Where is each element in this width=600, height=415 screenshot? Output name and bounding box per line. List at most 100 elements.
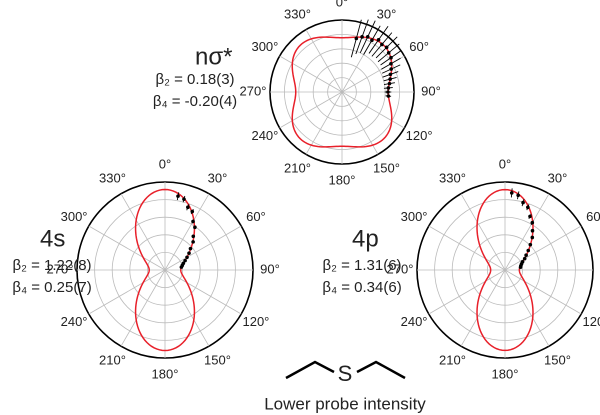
data-point — [388, 77, 392, 81]
data-point — [191, 219, 195, 224]
angle-label: 30° — [548, 171, 568, 186]
data-point — [530, 235, 535, 240]
spoke — [120, 193, 166, 271]
bond — [356, 360, 406, 380]
angle-label: 0° — [499, 156, 511, 171]
angle-label: 240° — [251, 128, 278, 143]
data-point — [522, 256, 527, 261]
data-point — [386, 94, 391, 98]
data-point — [530, 228, 535, 233]
angle-label: 0° — [159, 156, 171, 171]
data-point — [528, 242, 533, 247]
angle-label: 150° — [204, 352, 231, 367]
angle-label: 30° — [208, 171, 228, 186]
spoke — [504, 269, 550, 347]
data-point — [182, 197, 186, 201]
data-point — [384, 45, 389, 50]
data-point — [183, 258, 187, 263]
angle-label: 330° — [284, 6, 311, 21]
angle-label: 30° — [377, 6, 397, 21]
data-point — [386, 51, 391, 55]
bond — [285, 360, 335, 380]
data-point — [389, 67, 393, 71]
spoke — [460, 193, 506, 271]
beta2-label: β₂ = 1.22(8) — [12, 257, 91, 274]
angle-label: 210° — [284, 161, 311, 176]
data-point — [193, 225, 197, 230]
spoke — [164, 269, 242, 315]
data-point — [186, 205, 190, 210]
data-point — [185, 255, 189, 260]
caption: Lower probe intensity — [264, 394, 426, 413]
angle-label: 180° — [492, 366, 519, 381]
spoke — [120, 269, 166, 347]
angle-label: 120° — [242, 314, 269, 329]
angle-label: 300° — [61, 209, 88, 224]
angle-label: 60° — [246, 209, 266, 224]
angle-label: 60° — [409, 39, 429, 54]
angle-label: 300° — [401, 209, 428, 224]
angle-label: 330° — [99, 171, 126, 186]
angle-label: 270° — [387, 261, 414, 276]
spoke — [428, 269, 506, 315]
angle-label: 90° — [421, 83, 441, 98]
angle-label: 210° — [99, 352, 126, 367]
data-point — [370, 38, 374, 42]
angle-label: 270° — [47, 261, 74, 276]
beta4-label: β₄ = -0.20(4) — [153, 93, 237, 110]
data-point — [176, 194, 180, 198]
data-point — [188, 246, 193, 251]
spoke — [164, 193, 210, 271]
spoke — [279, 91, 343, 129]
spoke — [460, 269, 506, 347]
angle-label: 300° — [251, 39, 278, 54]
spoke — [164, 225, 242, 271]
data-point — [386, 90, 390, 94]
data-point — [524, 253, 528, 258]
data-point — [509, 191, 514, 195]
data-point — [380, 42, 384, 47]
data-point — [179, 265, 184, 269]
data-point — [191, 234, 196, 239]
molecule: S — [285, 360, 406, 386]
data-point — [526, 205, 530, 210]
beta4-label: β₄ = 0.25(7) — [12, 279, 91, 296]
data-point — [516, 193, 520, 198]
spoke — [504, 225, 582, 271]
spoke — [504, 269, 582, 315]
data-point — [187, 251, 191, 255]
angle-label: 180° — [329, 172, 356, 187]
angle-label: 60° — [586, 209, 600, 224]
spoke — [164, 269, 210, 347]
angle-label: 270° — [240, 83, 267, 98]
panel-title: nσ* — [195, 43, 233, 70]
angle-label: 180° — [152, 366, 179, 381]
panel-title: 4s — [40, 225, 65, 252]
spoke — [88, 225, 166, 271]
angle-label: 0° — [336, 0, 348, 9]
data-point — [388, 72, 393, 77]
spoke — [88, 269, 166, 315]
beta4-label: β₄ = 0.34(6) — [322, 279, 401, 296]
spoke — [279, 55, 343, 93]
spoke — [341, 91, 405, 129]
data-point — [389, 55, 393, 60]
spoke — [504, 193, 550, 271]
data-point — [530, 220, 535, 225]
beta2-label: β₂ = 0.18(3) — [155, 71, 234, 88]
data-point — [387, 81, 392, 86]
data-point — [518, 265, 523, 270]
data-point — [360, 35, 364, 39]
data-point — [528, 214, 532, 219]
spoke — [305, 91, 343, 155]
angle-label: 90° — [260, 261, 280, 276]
angle-label: 330° — [439, 171, 466, 186]
beta2-label: β₂ = 1.31(6) — [322, 257, 401, 274]
data-point — [354, 36, 359, 41]
data-point — [190, 209, 195, 214]
angle-label: 120° — [582, 314, 600, 329]
data-point — [521, 200, 525, 205]
data-point — [526, 248, 531, 253]
data-point — [376, 38, 381, 42]
